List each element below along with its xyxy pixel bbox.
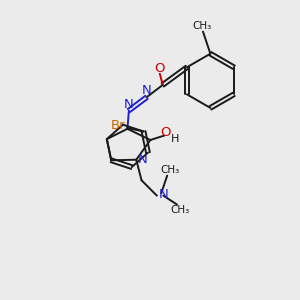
Text: N: N: [158, 188, 168, 201]
Text: N: N: [142, 84, 152, 97]
Text: N: N: [124, 98, 134, 111]
Text: O: O: [160, 126, 171, 139]
Text: N: N: [138, 153, 148, 166]
Text: H: H: [171, 134, 179, 144]
Text: CH₃: CH₃: [171, 206, 190, 215]
Text: CH₃: CH₃: [193, 21, 212, 31]
Text: CH₃: CH₃: [160, 165, 179, 175]
Text: O: O: [154, 62, 165, 75]
Text: Br: Br: [111, 119, 125, 132]
